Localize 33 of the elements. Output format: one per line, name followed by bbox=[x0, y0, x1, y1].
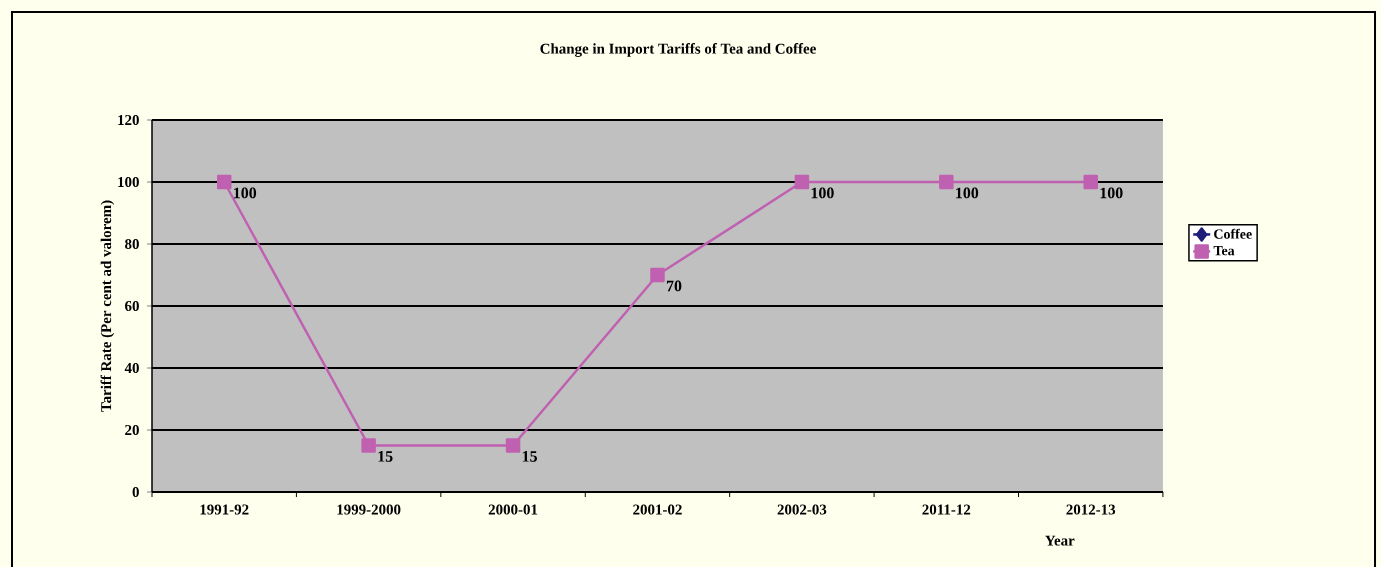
point bbox=[505, 438, 521, 453]
y-tick-label: 20 bbox=[125, 424, 139, 436]
point bbox=[216, 174, 232, 190]
legend-label: Coffee bbox=[1214, 228, 1252, 239]
data-label: 100 bbox=[234, 187, 257, 199]
data-label: 100 bbox=[956, 187, 979, 199]
point bbox=[794, 174, 810, 190]
y-tick-label: 100 bbox=[118, 176, 139, 188]
point bbox=[1083, 174, 1098, 190]
x-tick-label: 2001-02 bbox=[633, 504, 682, 515]
point bbox=[939, 174, 954, 190]
y-tick-label: 0 bbox=[132, 486, 139, 498]
point bbox=[361, 438, 376, 453]
x-tick-label: 2012-13 bbox=[1066, 504, 1116, 515]
data-label: 100 bbox=[811, 187, 834, 199]
chart-title: Change in Import Tariffs of Tea and Coffee bbox=[540, 43, 816, 57]
x-tick-label: 2002-03 bbox=[777, 504, 827, 515]
y-tick-label: 120 bbox=[118, 114, 139, 126]
x-tick-label: 2000-01 bbox=[488, 504, 538, 515]
x-tick-label: 1999-2000 bbox=[337, 504, 401, 515]
x-axis-title: Year bbox=[1045, 535, 1075, 546]
data-label: 15 bbox=[522, 451, 537, 462]
y-tick-label: 80 bbox=[125, 238, 139, 250]
data-label: 100 bbox=[1100, 187, 1123, 199]
legend-label: Tea bbox=[1213, 246, 1235, 256]
y-axis-title: Tariff Rate (Per cent ad valorem) bbox=[100, 200, 115, 412]
data-label: 70 bbox=[666, 280, 682, 292]
point bbox=[650, 267, 665, 283]
y-tick-label: 40 bbox=[124, 362, 139, 374]
x-tick-label: 1991-92 bbox=[200, 504, 249, 515]
y-tick-label: 60 bbox=[125, 300, 139, 312]
x-tick-label: 2011-12 bbox=[922, 504, 971, 515]
data-label: 15 bbox=[378, 451, 393, 462]
